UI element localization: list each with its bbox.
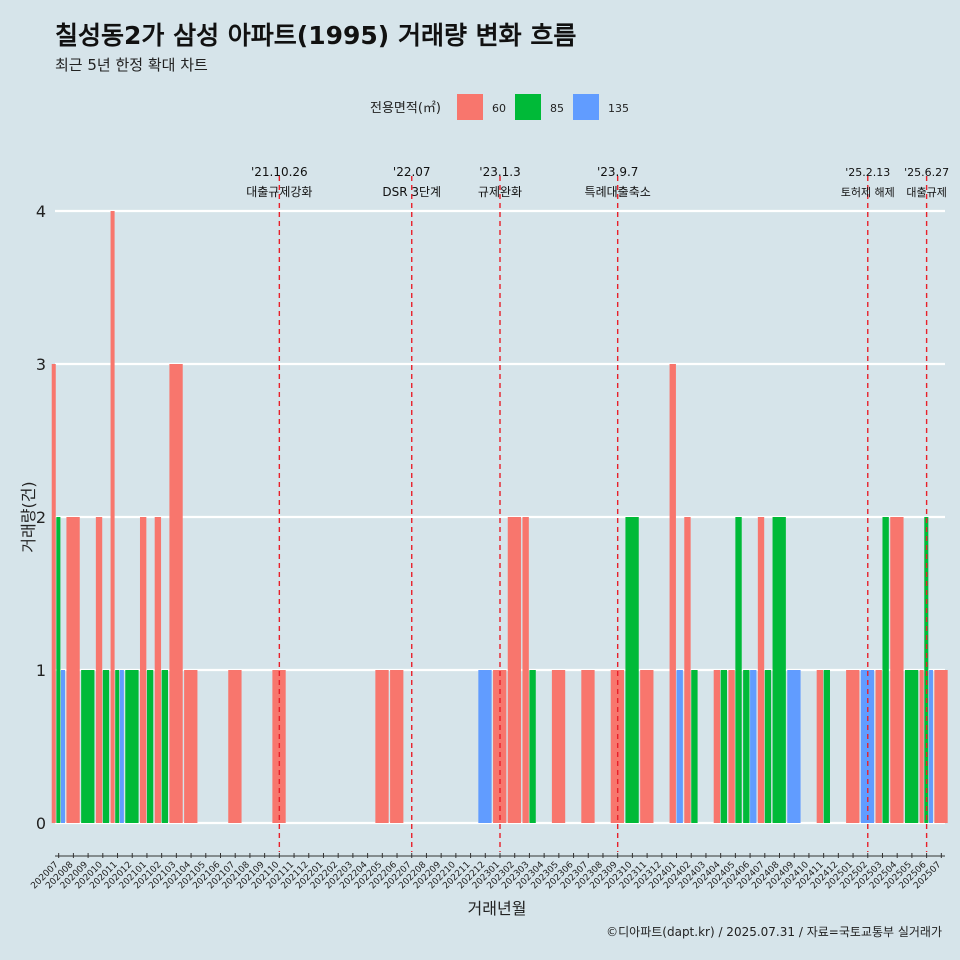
chart-subtitle: 최근 5년 한정 확대 차트 — [55, 56, 208, 74]
bar-202401-60 — [669, 364, 676, 823]
bar-202011-60 — [110, 211, 115, 823]
event-date: '23.9.7 — [597, 165, 638, 179]
bar-202406-135 — [750, 670, 757, 823]
bar-202008-60 — [66, 517, 80, 823]
bar-202010-60 — [95, 517, 103, 823]
bar-202407-60 — [757, 517, 765, 823]
bar-202404-60 — [713, 670, 721, 823]
event-date: '22.07 — [393, 165, 431, 179]
bar-202307-60 — [581, 670, 595, 823]
bar-202504-60 — [890, 517, 904, 823]
event-label: 토허제 해제 — [841, 185, 895, 199]
bar-202405-60 — [728, 670, 735, 823]
y-axis-title: 거래량(건) — [19, 481, 38, 552]
legend-swatch-60 — [457, 94, 483, 120]
legend-label-60: 60 — [492, 102, 506, 115]
legend-title: 전용면적(㎡) — [370, 101, 441, 116]
bar-202007-135 — [60, 670, 66, 823]
bar-202101-85 — [146, 670, 154, 823]
event-label: 대출규제 — [906, 186, 946, 199]
bar-202010-85 — [102, 670, 110, 823]
event-label: 특례대출축소 — [585, 185, 651, 199]
bar-202303-85 — [529, 670, 536, 823]
event-label: DSR 3단계 — [382, 185, 441, 199]
bar-202102-85 — [161, 670, 169, 823]
event-markers: '21.10.26 대출규제강화 '22.07 DSR 3단계 '23.1.3 규제완화 '… — [246, 165, 949, 852]
legend-swatch-135 — [573, 94, 599, 120]
event-date: '21.10.26 — [251, 165, 308, 179]
bar-202411-60 — [816, 670, 824, 823]
bar-202404-85 — [720, 670, 728, 823]
bar-202206-60 — [390, 670, 404, 823]
legend-label-135: 135 — [608, 102, 629, 115]
bar-202506-60 — [919, 670, 924, 823]
bar-202505-85 — [904, 670, 919, 823]
bar-202302-60 — [507, 517, 522, 823]
bar-202506-135 — [928, 670, 933, 823]
bar-202501-60 — [846, 670, 860, 823]
y-tick-label: 4 — [36, 202, 46, 221]
event-date: '25.2.13 — [845, 166, 890, 179]
y-tick-label: 3 — [36, 355, 46, 374]
bar-202408-85 — [772, 517, 786, 823]
bar-202409-135 — [787, 670, 801, 823]
bar-202007-85 — [56, 517, 61, 823]
bar-202103-60 — [169, 364, 183, 823]
bar-202104-60 — [184, 670, 198, 823]
legend-swatch-85 — [515, 94, 541, 120]
bar-202212-135 — [478, 670, 492, 823]
x-axis-title: 거래년월 — [468, 899, 527, 918]
event-label: 대출규제강화 — [246, 185, 312, 199]
bar-202011-135 — [119, 670, 124, 823]
bar-202402-85 — [691, 670, 698, 823]
bar-202205-60 — [375, 670, 389, 823]
bar-202411-85 — [823, 670, 830, 823]
bar-202012-85 — [125, 670, 139, 823]
bar-202011-85 — [115, 670, 120, 823]
y-tick-label: 0 — [36, 814, 46, 833]
bar-202405-85 — [735, 517, 742, 823]
source-caption: ©디아파트(dapt.kr) / 2025.07.31 / 자료=국토교통부 실… — [606, 925, 942, 939]
event-label: 규제완화 — [478, 185, 522, 199]
legend: 전용면적(㎡) 60 85 135 — [370, 94, 629, 120]
bar-202402-60 — [684, 517, 691, 823]
event-date: '25.6.27 — [904, 166, 949, 179]
bar-202305-60 — [551, 670, 566, 823]
bar-202503-85 — [882, 517, 889, 823]
bar-202503-60 — [875, 670, 882, 823]
bar-202107-60 — [228, 670, 242, 823]
bar-202303-60 — [522, 517, 529, 823]
bar-202406-85 — [743, 670, 750, 823]
bar-202101-60 — [139, 517, 147, 823]
bar-202009-85 — [81, 670, 95, 823]
y-tick-label: 1 — [36, 661, 46, 680]
bar-202310-85 — [625, 517, 639, 823]
chart-title: 칠성동2가 삼성 아파트(1995) 거래량 변화 흐름 — [55, 21, 577, 50]
bar-202007-60 — [51, 364, 56, 823]
bar-202311-60 — [640, 670, 654, 823]
bar-202401-135 — [676, 670, 683, 823]
bar-202507-60 — [934, 670, 948, 823]
event-date: '23.1.3 — [479, 165, 520, 179]
legend-label-85: 85 — [550, 102, 564, 115]
bar-202102-60 — [154, 517, 162, 823]
bar-202407-85 — [764, 670, 772, 823]
y-tick-label: 2 — [36, 508, 46, 527]
bar-202506-85 — [924, 517, 929, 823]
